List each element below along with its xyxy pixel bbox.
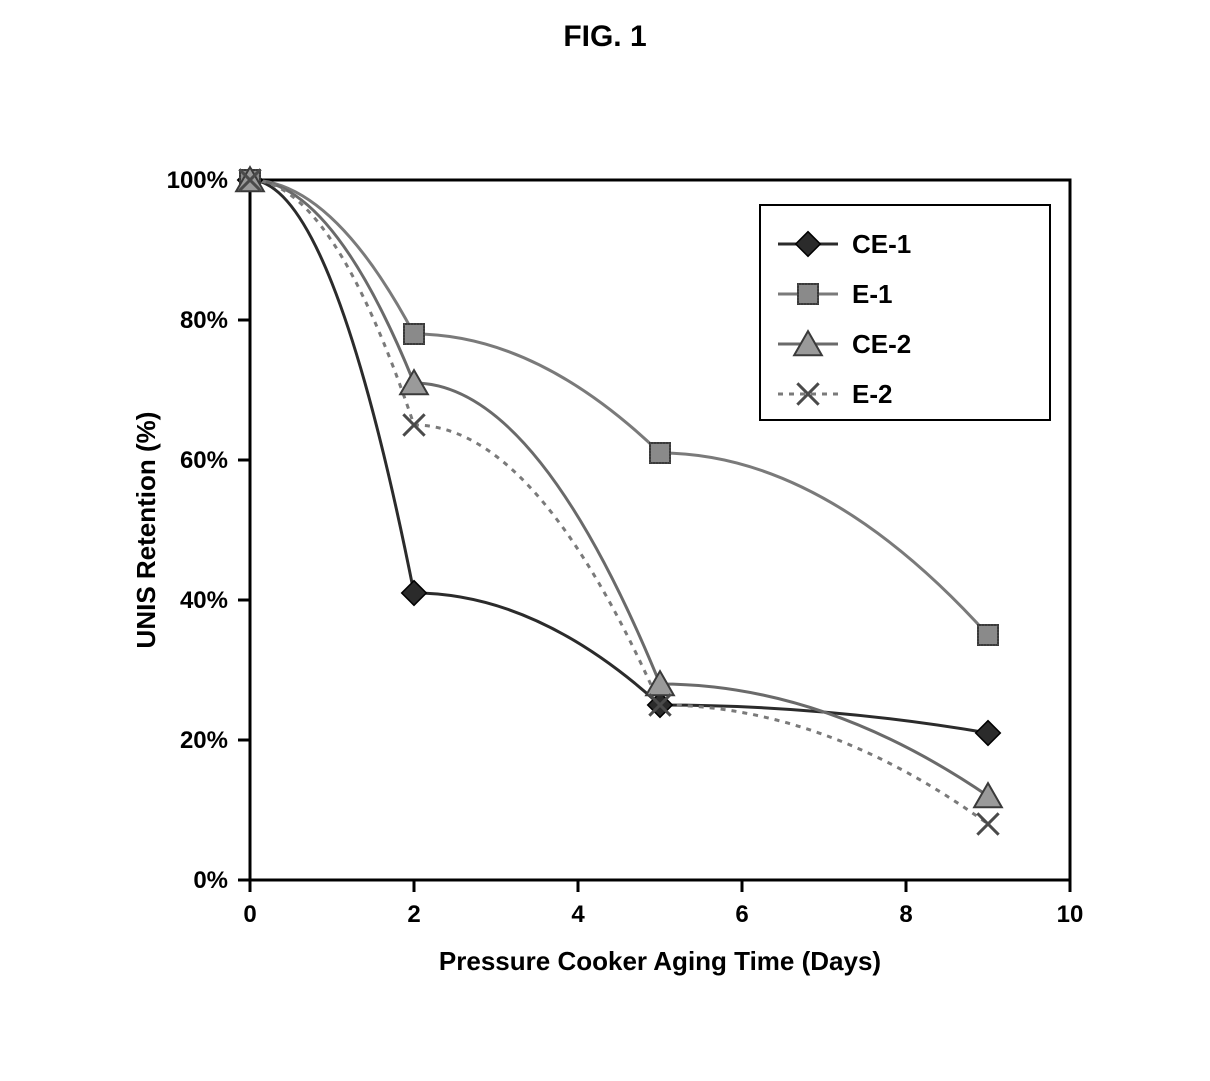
figure-title: FIG. 1 <box>0 20 1210 54</box>
x-tick-label: 10 <box>1057 901 1084 928</box>
y-tick-label: 100% <box>167 167 228 194</box>
y-tick-label: 40% <box>180 587 228 614</box>
legend-label-ce2: CE-2 <box>852 329 911 359</box>
line-chart: 02468100%20%40%60%80%100%Pressure Cooker… <box>120 150 1100 1010</box>
x-tick-label: 8 <box>899 901 912 928</box>
x-tick-label: 2 <box>407 901 420 928</box>
legend-label-e2: E-2 <box>852 379 892 409</box>
y-tick-label: 20% <box>180 727 228 754</box>
y-axis-label: UNIS Retention (%) <box>131 412 161 649</box>
x-tick-label: 4 <box>571 901 585 928</box>
y-tick-label: 60% <box>180 447 228 474</box>
chart-container: 02468100%20%40%60%80%100%Pressure Cooker… <box>120 150 1100 1010</box>
legend-label-e1: E-1 <box>852 279 892 309</box>
x-axis-label: Pressure Cooker Aging Time (Days) <box>439 946 881 976</box>
x-tick-label: 6 <box>735 901 748 928</box>
y-tick-label: 0% <box>193 867 228 894</box>
y-tick-label: 80% <box>180 307 228 334</box>
legend-label-ce1: CE-1 <box>852 229 911 259</box>
x-tick-label: 0 <box>243 901 256 928</box>
